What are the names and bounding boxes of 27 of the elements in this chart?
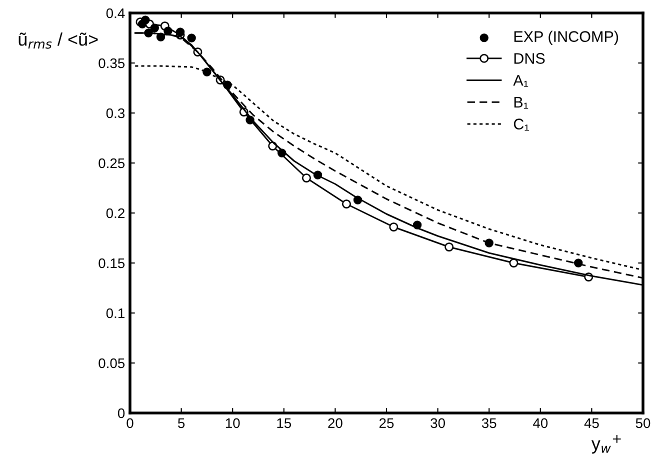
x-tick-label: 50 (636, 418, 650, 428)
legend-label: B₁ (514, 96, 528, 109)
y-tick-label: 0.4 (106, 8, 125, 18)
x-tick-label: 35 (482, 418, 496, 428)
legend-label: C₁ (514, 118, 529, 131)
x-tick-label: 15 (277, 418, 292, 428)
y-tick-label: 0 (118, 408, 125, 418)
y-tick-label: 0.1 (106, 308, 124, 318)
y-tick-label: 0.25 (98, 158, 125, 168)
x-tick-label: 40 (532, 418, 548, 428)
x-tick-label: 25 (379, 418, 394, 428)
y-tick-label: 0.15 (98, 258, 125, 268)
x-tick-label: 5 (178, 418, 185, 428)
x-axis-title: y$_{w}$$^{+}$ (591, 435, 621, 454)
y-axis-title: ũ$_{rms}$ / <ũ> (18, 32, 98, 49)
y-tick-label: 0.35 (98, 58, 125, 68)
y-tick-label: 0.3 (106, 108, 125, 118)
y-tick-label: 0.2 (106, 208, 124, 218)
x-tick-label: 45 (584, 418, 599, 428)
x-tick-label: 30 (430, 418, 445, 428)
x-tick-label: 10 (226, 418, 240, 428)
y-tick-label: 0.05 (98, 358, 125, 368)
x-tick-label: 0 (126, 418, 134, 428)
legend-label: EXP (INCOMP) (514, 30, 618, 45)
x-tick-label: 20 (328, 418, 342, 428)
legend-label: A₁ (513, 75, 528, 87)
legend-label: DNS (514, 53, 545, 64)
